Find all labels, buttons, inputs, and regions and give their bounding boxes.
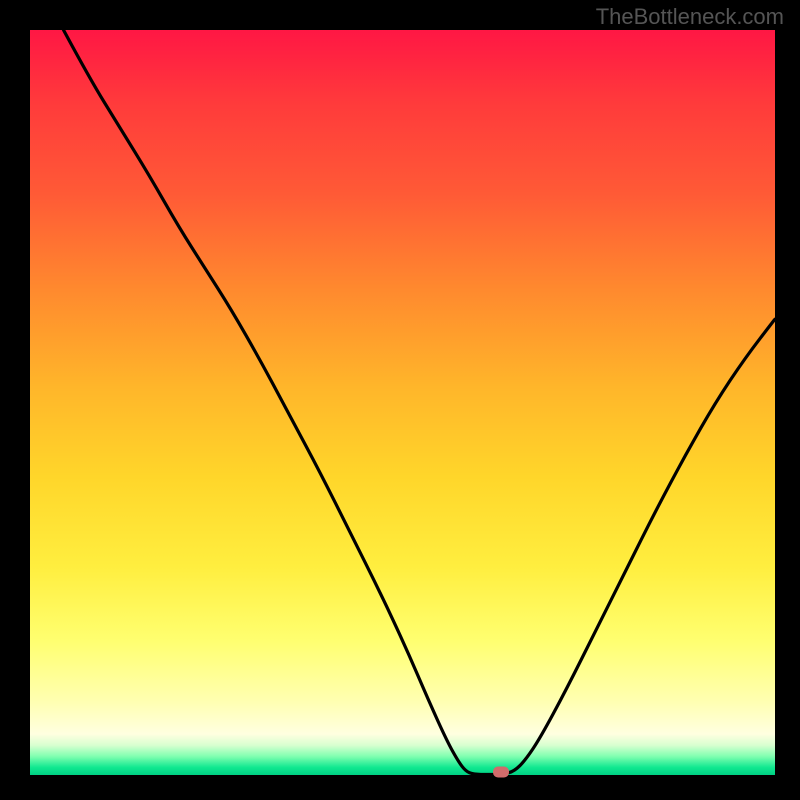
bottleneck-curve [30,30,775,775]
optimal-point-marker [493,767,509,778]
watermark-text: TheBottleneck.com [596,4,784,30]
plot-area [30,30,775,775]
